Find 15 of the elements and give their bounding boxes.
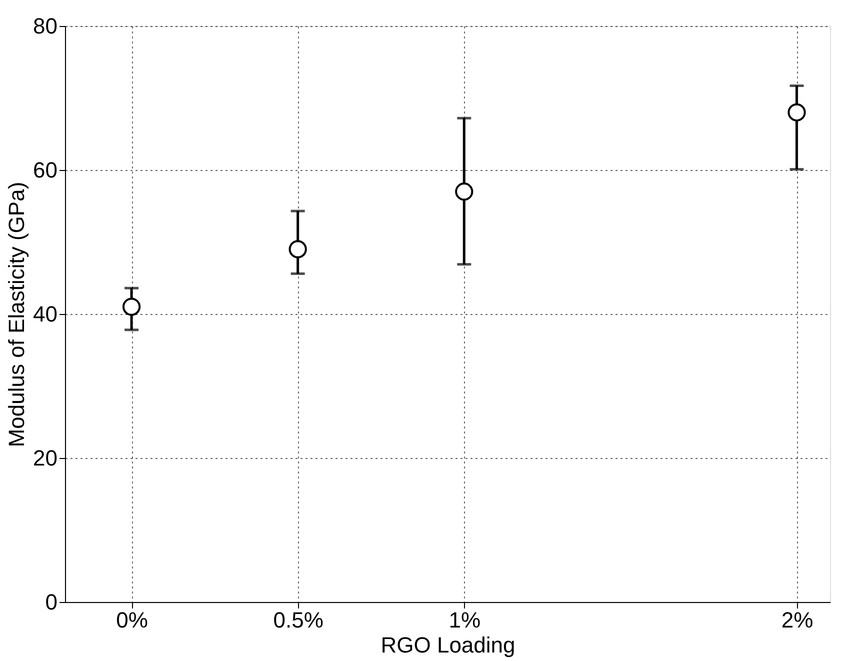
x-axis-title: RGO Loading bbox=[380, 632, 516, 658]
x-tick-label: 0% bbox=[116, 608, 148, 632]
point bbox=[788, 103, 806, 122]
y-tick-label: 80 bbox=[33, 14, 58, 38]
x-tick-label: 1% bbox=[448, 608, 481, 632]
y-tick-label: 0 bbox=[45, 590, 58, 614]
x-tick-label: 2% bbox=[781, 608, 814, 632]
point bbox=[288, 240, 307, 258]
y-tick-label: 20 bbox=[33, 446, 58, 470]
y-axis-title: Modulus of Elasticity (GPa) bbox=[4, 182, 30, 448]
y-tick-label: 60 bbox=[33, 158, 58, 182]
x-tick-label: 0.5% bbox=[273, 608, 324, 632]
point bbox=[122, 298, 141, 316]
y-tick-label: 40 bbox=[33, 302, 58, 326]
point bbox=[455, 182, 474, 201]
